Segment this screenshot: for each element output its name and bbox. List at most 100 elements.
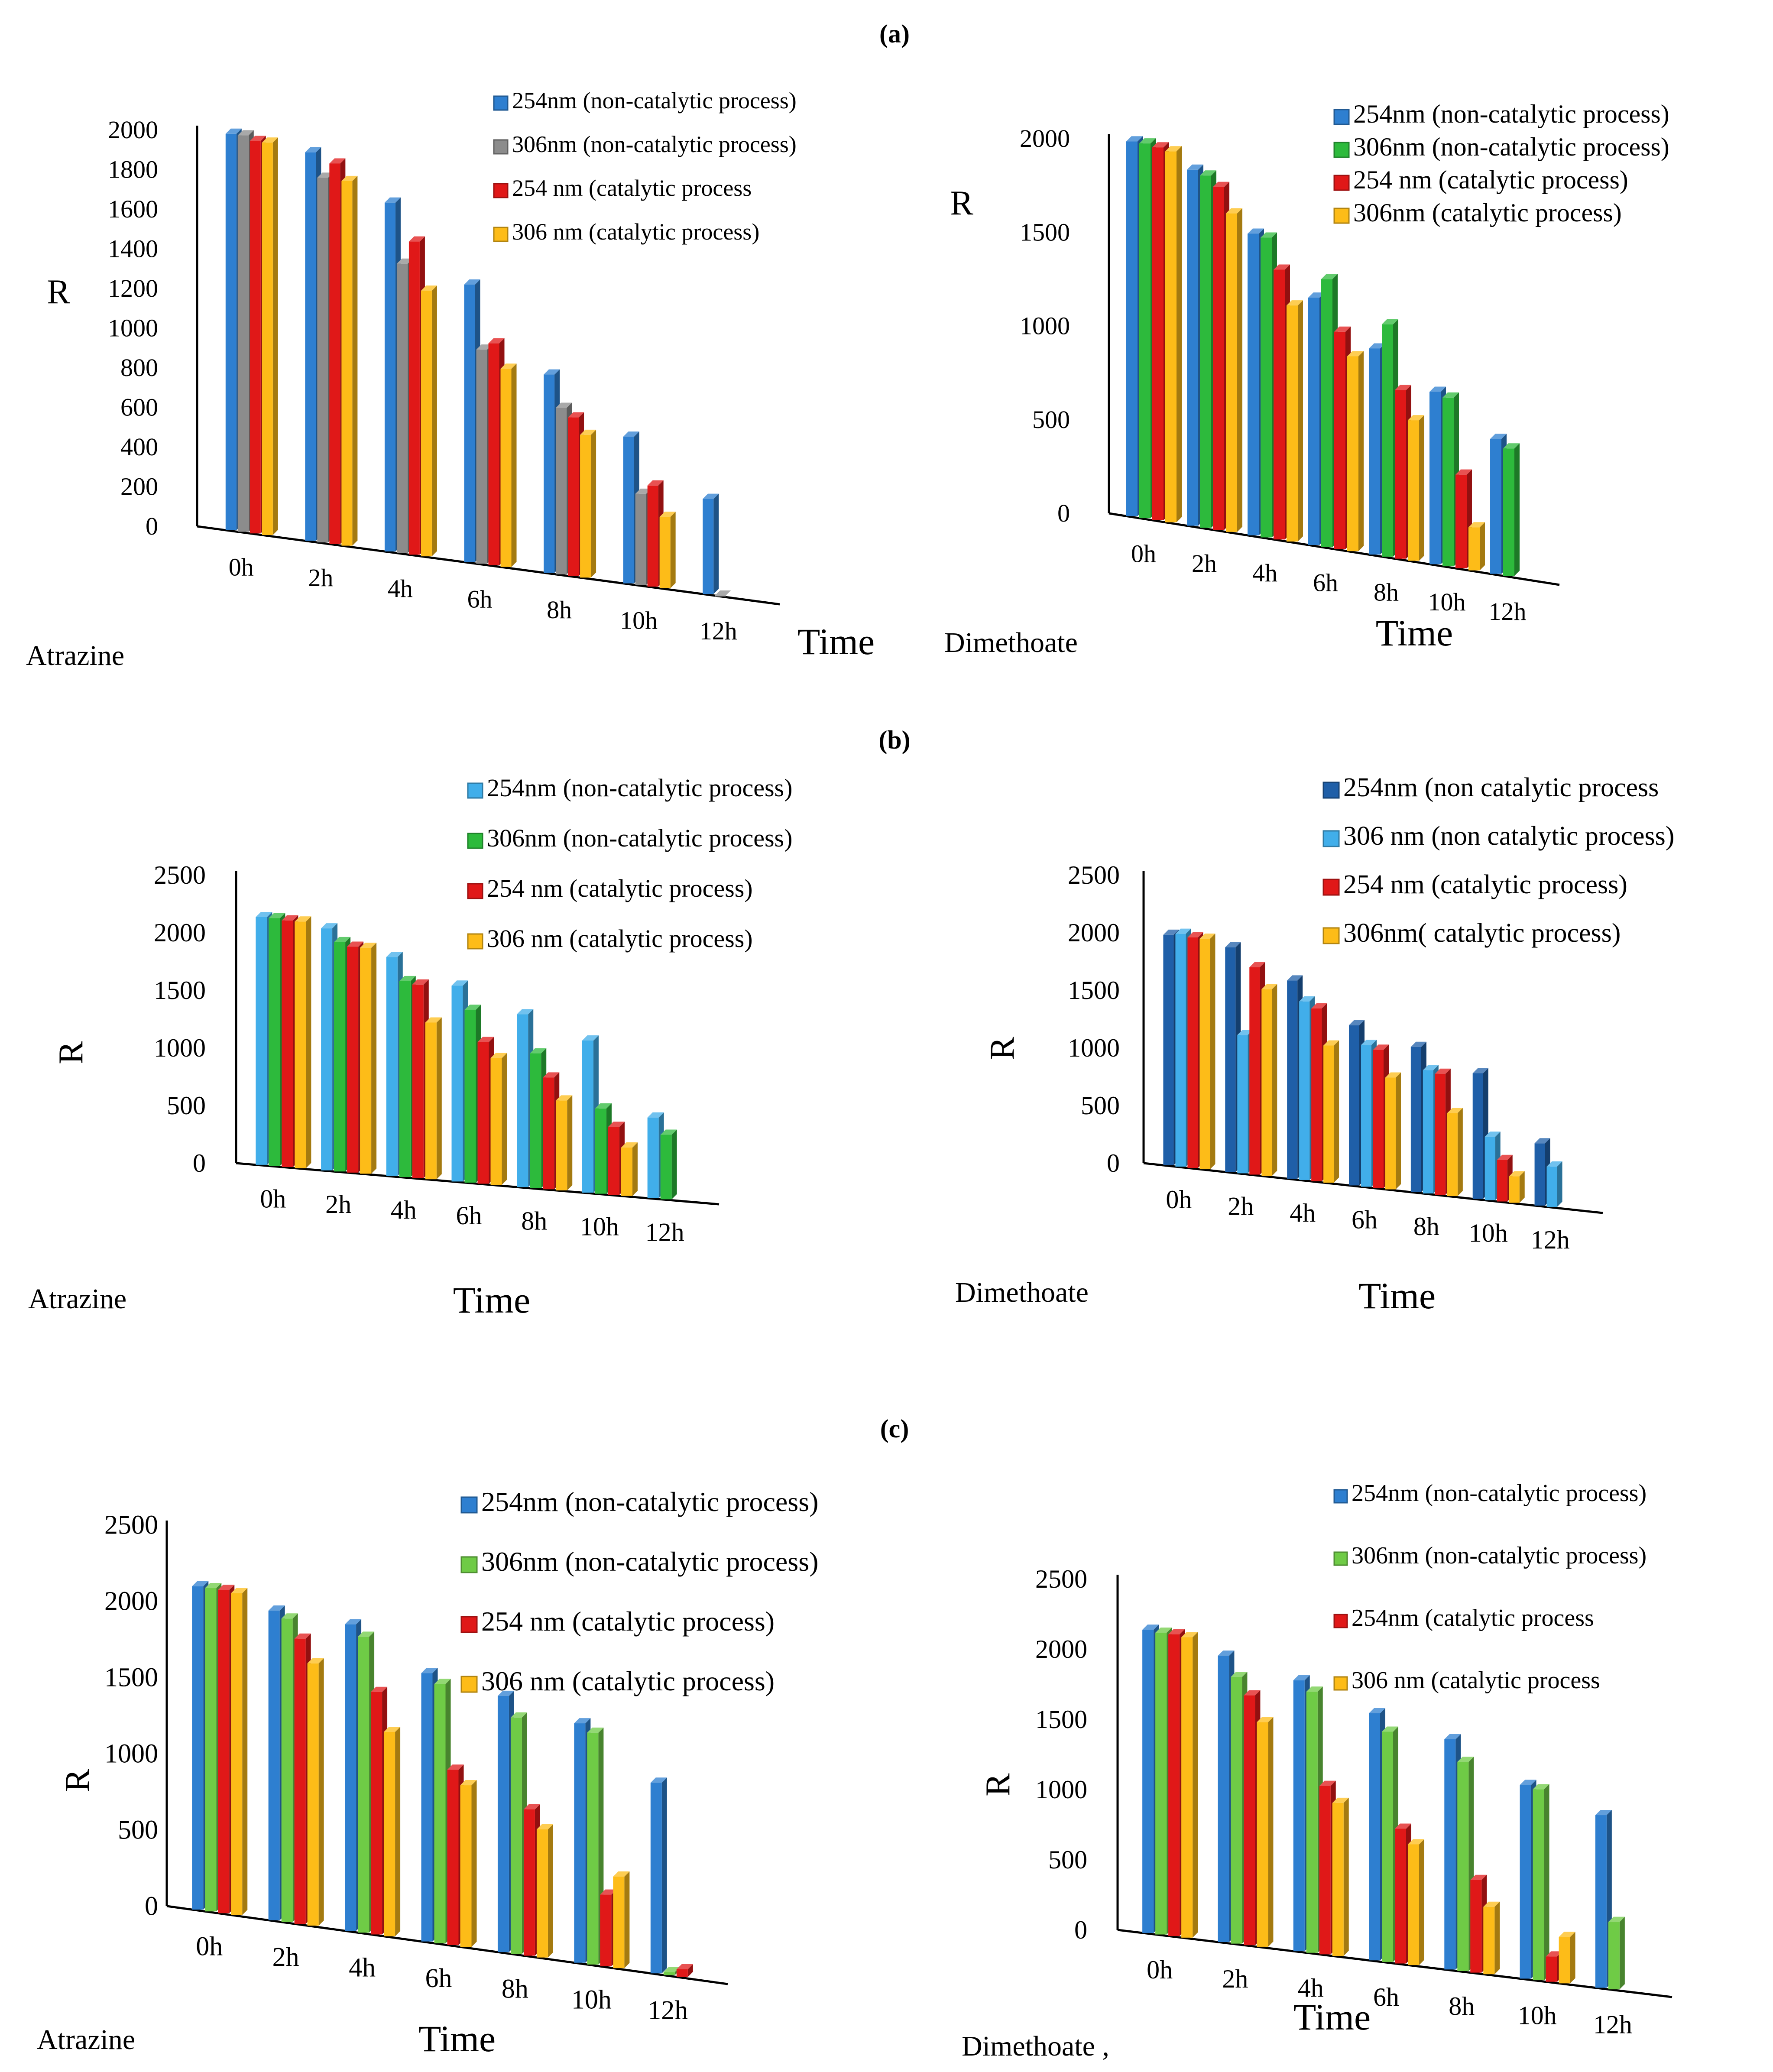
y-tick-label: 1500 xyxy=(1068,976,1120,1005)
bar-side xyxy=(1272,984,1277,1176)
bar-top xyxy=(1608,1916,1625,1922)
bar-top xyxy=(1213,182,1229,187)
bar-top xyxy=(282,915,298,921)
bar-top xyxy=(1187,164,1203,170)
bar xyxy=(1126,141,1138,516)
bar-top xyxy=(1218,1650,1235,1656)
bar xyxy=(460,1785,472,1947)
bar xyxy=(1490,439,1501,574)
bar xyxy=(1485,1137,1495,1200)
y-tick-label: 2000 xyxy=(1068,918,1120,947)
bar xyxy=(1244,1695,1255,1946)
bar xyxy=(1395,390,1406,559)
charts-layer: 0 200 400 600 800 1000 1200 1400 1600 1800 2000 0h 2… xyxy=(26,88,1674,2062)
bar xyxy=(517,1014,528,1187)
bar-top xyxy=(1287,975,1303,981)
bar-top xyxy=(1490,434,1507,439)
bar-top xyxy=(595,1103,612,1109)
bar xyxy=(1306,1692,1318,1953)
bar xyxy=(1442,397,1454,567)
x-tick-label: 8h xyxy=(1449,1992,1475,2020)
bar-side xyxy=(471,1780,477,1947)
legend-swatch xyxy=(1322,927,1340,944)
bar xyxy=(1559,1937,1570,1984)
bar-top xyxy=(568,412,584,418)
bar-top xyxy=(715,590,731,596)
bar-top xyxy=(523,1804,540,1809)
bar xyxy=(1199,939,1210,1170)
bar-top xyxy=(600,1889,617,1895)
chart-subject-label: Atrazine xyxy=(28,1283,126,1315)
legend-label: 254nm (non-catalytic process) xyxy=(487,774,792,802)
bar xyxy=(1257,1722,1268,1947)
bar-top xyxy=(488,338,505,344)
bar-top xyxy=(1181,1632,1198,1637)
bar-top xyxy=(1261,232,1277,238)
bar-top xyxy=(1332,1797,1349,1803)
legend-swatch xyxy=(493,139,509,155)
y-tick-label: 1000 xyxy=(108,314,158,342)
y-tick-label: 2000 xyxy=(104,1586,158,1616)
bar xyxy=(568,417,579,576)
x-tick-label: 6h xyxy=(456,1201,482,1230)
bar xyxy=(399,981,411,1177)
bar-top xyxy=(1395,1823,1411,1829)
bar-top xyxy=(650,1777,667,1783)
y-tick-label: 0 xyxy=(193,1149,206,1177)
bar-top xyxy=(262,137,278,143)
bar xyxy=(294,1638,306,1924)
bar xyxy=(1261,237,1272,538)
bar-top xyxy=(1509,1171,1525,1177)
x-tick-label: 12h xyxy=(1531,1226,1570,1254)
bar xyxy=(1423,1070,1433,1193)
bar-top xyxy=(1142,1625,1159,1630)
bar-top xyxy=(250,136,266,141)
bar xyxy=(237,135,249,532)
chart-c-dimethoate: 0 500 1000 1500 2000 2500 0h 2h 4h 6h 8h 10h 12h R Tim… xyxy=(962,1480,1673,2062)
bar-side xyxy=(272,137,278,535)
x-tick-label: 2h xyxy=(325,1190,351,1219)
bar xyxy=(281,1618,293,1922)
bar xyxy=(295,921,306,1168)
y-axis-title: R xyxy=(979,1773,1017,1796)
bar xyxy=(650,1783,662,1974)
y-tick-label: 1000 xyxy=(1068,1034,1120,1062)
y-tick-label: 500 xyxy=(167,1091,206,1120)
bar-side xyxy=(431,285,437,557)
legend-label: 254 nm (catalytic process xyxy=(512,175,752,201)
bar xyxy=(192,1586,204,1910)
bar xyxy=(556,408,567,574)
chart-b-atrazine: 0 500 1000 1500 2000 2500 0h 2h 4h 6h 8h 10h 12h R Tim… xyxy=(28,774,792,1321)
x-tick-label: 8h xyxy=(1374,578,1399,606)
legend-label: 306nm (non-catalytic process) xyxy=(1353,133,1669,161)
bar-top xyxy=(321,923,338,929)
x-tick-label: 12h xyxy=(700,617,737,645)
bar-top xyxy=(1225,942,1241,947)
legend-label: 306 nm (catalytic process) xyxy=(512,219,759,245)
bar-top xyxy=(360,943,377,948)
bar-top xyxy=(1429,386,1446,392)
bar xyxy=(497,1696,509,1952)
panel-label-c: (c) xyxy=(880,1414,909,1443)
y-tick-label: 2000 xyxy=(1035,1635,1087,1663)
bar xyxy=(1187,937,1198,1168)
bar xyxy=(608,1127,619,1195)
bar xyxy=(623,437,634,584)
bar xyxy=(384,1732,395,1936)
bar-top xyxy=(536,1824,553,1830)
bar-top xyxy=(530,1048,547,1054)
legend-label: 254 nm (catalytic process) xyxy=(1343,870,1627,899)
chart-a-atrazine: 0 200 400 600 800 1000 1200 1400 1600 1800 2000 0h 2… xyxy=(26,88,875,671)
bar-top xyxy=(1249,962,1265,967)
legend-label: 306 nm (catalytic process xyxy=(1352,1667,1600,1694)
chart-a-dimethoate: 0 500 1000 1500 2000 0h 2h 4h 6h 8h 10h 12h R Time Dim… xyxy=(944,100,1669,658)
bar-side xyxy=(1557,1161,1562,1207)
bar xyxy=(1321,279,1332,547)
y-tick-label: 2500 xyxy=(1035,1565,1087,1593)
x-tick-label: 10h xyxy=(1428,588,1466,616)
y-tick-label: 500 xyxy=(118,1815,158,1845)
bar xyxy=(1213,187,1224,530)
bar xyxy=(1435,1073,1446,1195)
legend-swatch xyxy=(1333,1489,1348,1504)
bar xyxy=(1509,1176,1520,1203)
